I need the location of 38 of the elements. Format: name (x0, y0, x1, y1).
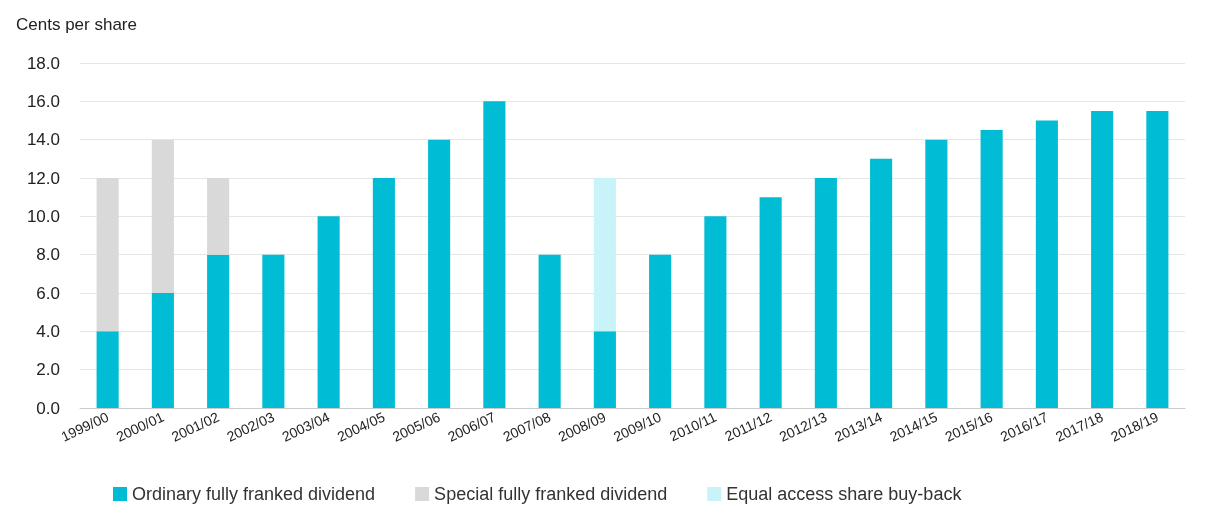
y-tick-label: 18.0 (26, 53, 60, 73)
bar (759, 197, 782, 408)
legend-label: Special fully franked dividend (434, 484, 668, 504)
bar (1091, 110, 1114, 408)
bar (483, 101, 506, 408)
bar (428, 139, 451, 408)
bar (207, 254, 230, 408)
bar (372, 178, 395, 408)
y-tick-label: 4.0 (36, 321, 60, 341)
bar (317, 216, 340, 408)
y-tick-label: 2.0 (36, 360, 60, 380)
bar (207, 178, 230, 255)
bar (262, 254, 285, 408)
y-tick-label: 12.0 (26, 168, 60, 188)
bar (814, 178, 837, 408)
legend-label: Equal access share buy-back (726, 484, 963, 504)
y-tick-label: 16.0 (26, 91, 60, 111)
bar (1035, 120, 1058, 408)
bar (96, 178, 119, 332)
bar (649, 254, 672, 408)
bar (980, 130, 1003, 408)
bar (593, 331, 616, 408)
bar (870, 158, 893, 408)
bar (925, 139, 948, 408)
y-tick-label: 14.0 (26, 130, 60, 150)
legend-label: Ordinary fully franked dividend (132, 484, 376, 504)
y-tick-label: 0.0 (36, 398, 60, 418)
bar (538, 254, 561, 408)
bar (593, 178, 616, 332)
y-axis-title: Cents per share (16, 15, 137, 34)
bar (96, 331, 119, 408)
y-tick-label: 8.0 (36, 245, 60, 265)
bar (151, 139, 174, 293)
bar (704, 216, 727, 408)
y-tick-label: 10.0 (26, 206, 60, 226)
bar (151, 293, 174, 408)
y-tick-label: 6.0 (36, 283, 60, 303)
bar (1146, 110, 1169, 408)
